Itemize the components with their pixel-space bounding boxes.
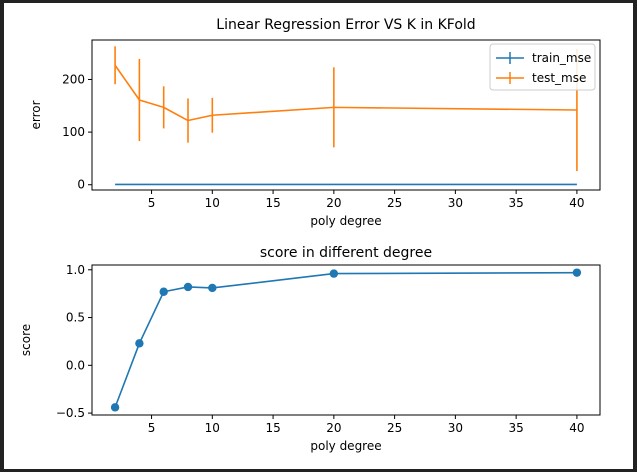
score-series-score-line — [114, 271, 577, 408]
score-ytick-label: 1.0 — [66, 263, 85, 277]
error-chart-title: Linear Regression Error VS K in KFold — [216, 17, 475, 33]
error-chart-xlabel: poly degree — [310, 214, 381, 228]
score-chart: score in different degree 5 10 15 20 25 30 35 4… — [19, 245, 601, 453]
legend-entry-train-mse[interactable]: train_mse — [496, 51, 591, 65]
score-xtick-label: 15 — [265, 421, 280, 435]
score-xtick-label: 10 — [205, 421, 220, 435]
score-chart-title: score in different degree — [260, 245, 432, 261]
error-xtick-label: 25 — [387, 196, 402, 210]
score-series-score-point — [183, 282, 193, 292]
score-chart-series — [110, 268, 582, 412]
error-ytick-label: 100 — [62, 125, 85, 139]
score-xtick-label: 30 — [448, 421, 463, 435]
error-chart-legend[interactable]: train_mse test_mse — [489, 43, 596, 91]
score-xtick-label: 5 — [148, 421, 156, 435]
error-chart-frame — [91, 39, 601, 191]
error-chart: Linear Regression Error VS K in KFold 5 1… — [29, 17, 601, 228]
error-xtick-label: 35 — [509, 196, 524, 210]
figure: Linear Regression Error VS K in KFold 5 1… — [4, 3, 633, 469]
score-ytick-label: 0.5 — [66, 311, 85, 325]
error-xtick-label: 15 — [265, 196, 280, 210]
score-xtick-label: 20 — [326, 421, 341, 435]
score-series-score-point — [572, 268, 582, 277]
score-series-score-point — [135, 339, 144, 348]
score-chart-frame — [91, 264, 601, 416]
score-series-score-point — [159, 287, 168, 296]
error-ytick-label: 0 — [77, 178, 85, 192]
error-chart-series — [114, 46, 578, 186]
error-xtick-label: 10 — [205, 196, 220, 210]
score-ytick-label: 0.0 — [66, 358, 85, 372]
score-series-score-point — [329, 269, 339, 278]
legend-entry-test-mse[interactable]: test_mse — [496, 71, 586, 85]
score-series-score-point — [110, 403, 120, 412]
error-xtick-label: 40 — [569, 196, 584, 210]
score-chart-ticks: 5 10 15 20 25 30 35 40 −0.5 0.0 0.5 1.0 — [56, 263, 585, 435]
score-xtick-label: 35 — [509, 421, 524, 435]
figure-canvas: Linear Regression Error VS K in KFold 5 1… — [19, 17, 601, 453]
score-series-score-point — [208, 283, 217, 293]
score-xtick-label: 25 — [387, 421, 402, 435]
error-xtick-label: 20 — [326, 196, 341, 210]
legend-test-mse-label: test_mse — [532, 71, 586, 85]
error-ytick-label: 200 — [62, 72, 85, 86]
legend-train-mse-label: train_mse — [532, 51, 591, 65]
error-xtick-label: 30 — [448, 196, 463, 210]
error-chart-ylabel: error — [29, 100, 43, 129]
score-ytick-label: −0.5 — [56, 406, 85, 420]
score-chart-xlabel: poly degree — [310, 439, 381, 453]
error-chart-ticks: 5 10 15 20 25 30 35 40 0 100 200 — [62, 72, 584, 210]
score-xtick-label: 40 — [569, 421, 584, 435]
score-chart-ylabel: score — [19, 324, 33, 356]
error-xtick-label: 5 — [148, 196, 156, 210]
